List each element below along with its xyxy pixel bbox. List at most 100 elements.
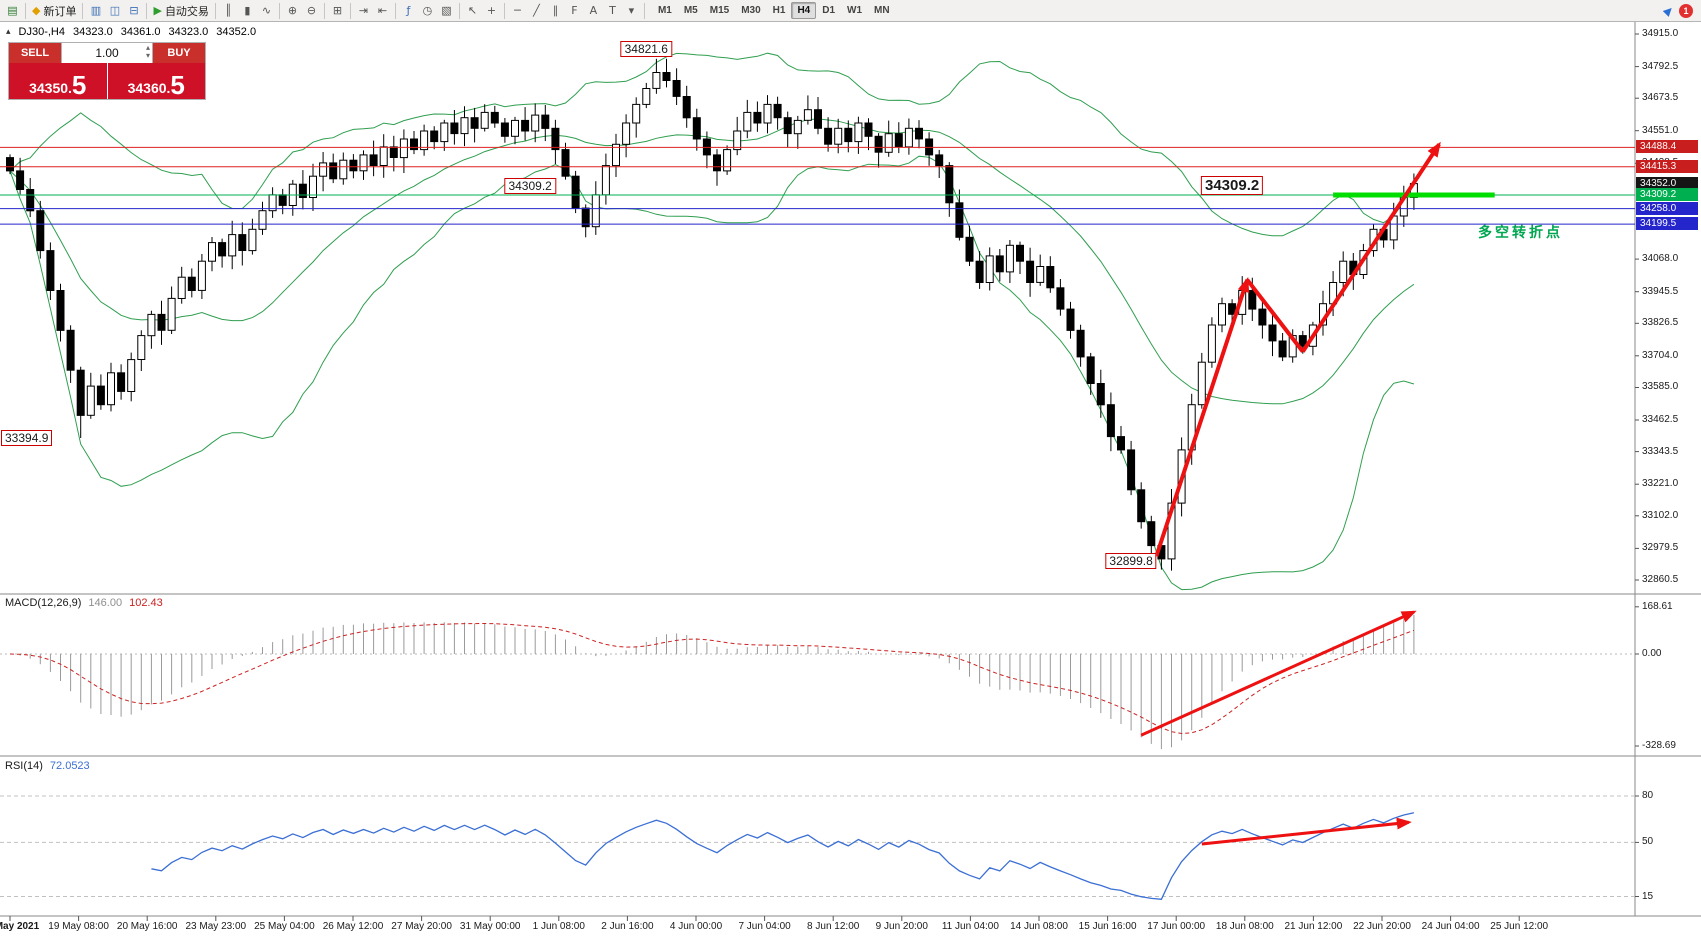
- volume-input[interactable]: [77, 45, 137, 61]
- bar-chart-icon: ║: [225, 4, 232, 17]
- trend-arrow[interactable]: [1301, 141, 1441, 353]
- zoom-out-button[interactable]: ⊖: [302, 1, 321, 20]
- templates-button[interactable]: ▧: [437, 1, 456, 20]
- rsi-trend-arrow[interactable]: [1201, 817, 1412, 846]
- trend-arrow[interactable]: [1245, 278, 1305, 353]
- crosshair-icon: +: [486, 4, 497, 17]
- ohlc-high: 34361.0: [120, 26, 161, 38]
- cursor-button[interactable]: ↖: [463, 1, 482, 20]
- sell-price-box[interactable]: 34350. 5: [9, 63, 107, 99]
- line-chart-icon: ∿: [261, 4, 272, 17]
- shapes-button[interactable]: ▾: [622, 1, 641, 20]
- chat-icon[interactable]: ▶: [1660, 2, 1676, 19]
- auto-trading-button[interactable]: ▶ 自动交易: [150, 1, 211, 20]
- horizontal-line-button[interactable]: ─: [508, 1, 527, 20]
- timeframe-w1-button[interactable]: W1: [847, 5, 863, 16]
- timeframe-m30-button[interactable]: M30: [741, 5, 761, 16]
- macd-label: MACD(12,26,9): [5, 597, 82, 609]
- indicators-button[interactable]: ƒ: [399, 1, 418, 20]
- candlestick-chart-button[interactable]: ▮: [238, 1, 257, 20]
- toolbar-separator: [349, 2, 351, 19]
- bar-chart-button[interactable]: ║: [219, 1, 238, 20]
- spinner-down-icon[interactable]: ▾: [145, 51, 150, 60]
- indicators-icon: ƒ: [406, 4, 411, 17]
- channel-button[interactable]: ∥: [546, 1, 565, 20]
- trendline-button[interactable]: ╱: [527, 1, 546, 20]
- timeframe-m15-button[interactable]: M15: [709, 5, 730, 16]
- trend-arrow[interactable]: [1154, 276, 1250, 557]
- periods-button[interactable]: ◷: [418, 1, 437, 20]
- sell-button[interactable]: SELL: [9, 43, 61, 63]
- spinner-up-icon[interactable]: ▴: [145, 43, 150, 52]
- crosshair-button[interactable]: +: [482, 1, 501, 20]
- auto-trading-button-label: 自动交易: [164, 5, 209, 18]
- new-order-icon: ◆: [32, 4, 41, 17]
- timeframe-h1-button[interactable]: H1: [772, 5, 786, 16]
- main-toolbar: ▤ ◆ 新订单 ▥ ◫ ⊟ ▶ 自动交易 ║ ▮ ∿ ⊕ ⊖ ⊞ ⇥ ⇤ ƒ ◷ ▧ ↖ + ─ ╱ ∥ F A T ▾ M1 M5 M15…: [0, 0, 1701, 22]
- new-order-button[interactable]: ◆ 新订单: [29, 1, 79, 20]
- new-order-button-label: 新订单: [43, 5, 77, 18]
- rsi-label: RSI(14): [5, 760, 43, 772]
- data-window-icon: ◫: [109, 4, 121, 17]
- tile-windows-button[interactable]: ⊞: [328, 1, 347, 20]
- market-watch-button[interactable]: ▥: [86, 1, 105, 20]
- macd-main-value: 146.00: [88, 597, 123, 609]
- toolbar-separator: [146, 2, 148, 19]
- one-click-collapse-icon[interactable]: ▴: [6, 27, 11, 37]
- macd-signal-value: 102.43: [129, 597, 163, 609]
- buy-price-big: 5: [170, 70, 185, 100]
- fibonacci-icon: F: [571, 4, 578, 17]
- timeframe-m5-button[interactable]: M5: [683, 5, 698, 16]
- new-chart-icon: ▤: [7, 4, 18, 17]
- templates-icon: ▧: [441, 4, 452, 17]
- toolbar-separator: [25, 2, 26, 19]
- zoom-out-icon: ⊖: [306, 4, 317, 17]
- line-chart-button[interactable]: ∿: [257, 1, 276, 20]
- auto-scroll-icon: ⇥: [358, 4, 369, 17]
- toolbar-separator: [503, 2, 505, 19]
- one-click-trading-panel: SELL ▴▾ BUY 34350.5 34360.5: [8, 42, 206, 100]
- sell-price-big: 5: [71, 70, 87, 100]
- label-button[interactable]: T: [603, 1, 622, 20]
- macd-trend-arrow[interactable]: [1140, 610, 1417, 737]
- navigator-icon: ⊟: [129, 4, 139, 17]
- ohlc-low: 34323.0: [168, 26, 209, 38]
- rsi-header: RSI(14) 72.0523: [5, 760, 90, 772]
- macd-signal-line: [9, 622, 1415, 735]
- volume-spinner[interactable]: ▴ ▾: [146, 44, 150, 60]
- data-window-button[interactable]: ◫: [105, 1, 124, 20]
- new-chart-button[interactable]: ▤: [3, 1, 22, 20]
- timeframe-m1-button[interactable]: M1: [657, 5, 672, 16]
- trendline-icon: ╱: [533, 4, 540, 17]
- timeframe-h4-button[interactable]: H4: [791, 2, 817, 19]
- chart-shift-icon: ⇤: [377, 4, 388, 17]
- toolbar-separator: [214, 2, 216, 19]
- toolbar-right-icons: ▶ 1: [1660, 3, 1698, 18]
- zoom-in-icon: ⊕: [287, 4, 298, 17]
- toolbar-separator: [643, 2, 645, 19]
- shapes-icon: ▾: [628, 4, 635, 17]
- buy-price-box[interactable]: 34360. 5: [107, 63, 205, 100]
- rsi-line: [151, 812, 1415, 900]
- periods-icon: ◷: [422, 4, 433, 17]
- channel-icon: ∥: [552, 4, 559, 17]
- toolbar-separator: [278, 2, 280, 19]
- timeframe-mn-button[interactable]: MN: [874, 5, 890, 16]
- navigator-button[interactable]: ⊟: [124, 1, 143, 20]
- toolbar-separator: [458, 2, 460, 19]
- bollinger-lower-band: [9, 155, 1415, 591]
- text-button[interactable]: A: [584, 1, 603, 20]
- chart-shift-button[interactable]: ⇤: [373, 1, 392, 20]
- auto-scroll-button[interactable]: ⇥: [354, 1, 373, 20]
- toolbar-separator: [394, 2, 396, 19]
- market-watch-icon: ▥: [90, 4, 102, 17]
- zoom-in-button[interactable]: ⊕: [283, 1, 302, 20]
- volume-field[interactable]: ▴▾: [61, 43, 153, 63]
- timeframe-d1-button[interactable]: D1: [822, 5, 836, 16]
- bollinger-middle-band: [9, 118, 1415, 405]
- buy-button[interactable]: BUY: [153, 43, 205, 63]
- fibonacci-button[interactable]: F: [565, 1, 584, 20]
- ohlc-close: 34352.0: [216, 26, 257, 38]
- news-notification-badge[interactable]: 1: [1679, 3, 1693, 18]
